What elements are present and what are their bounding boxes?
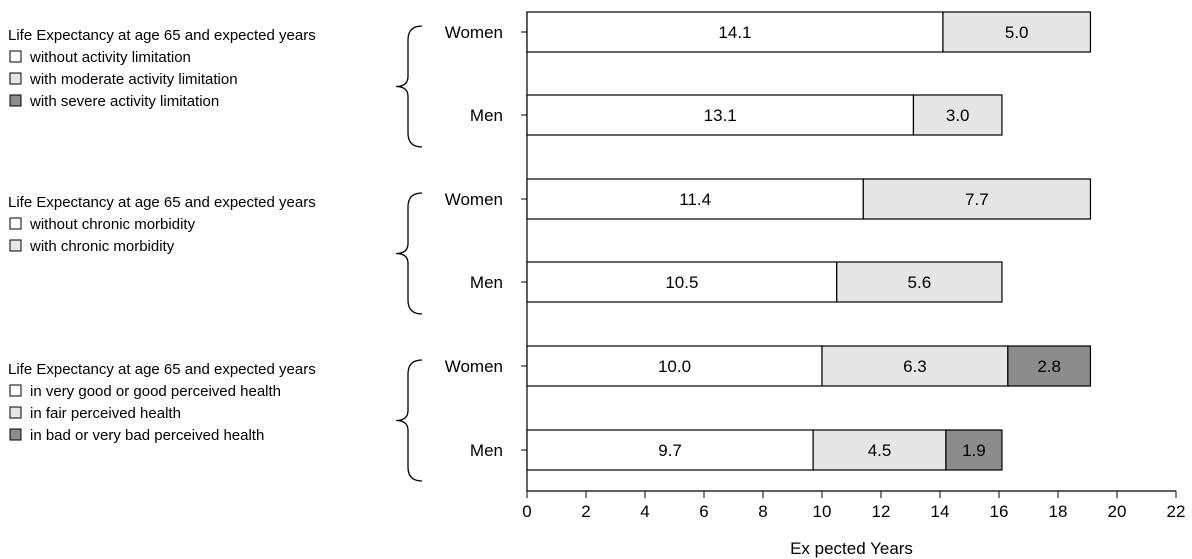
legend-label: with chronic morbidity	[29, 238, 175, 255]
legend-label: in very good or good perceived health	[30, 383, 281, 400]
data-label: 5.0	[1005, 23, 1029, 42]
x-tick-label: 16	[990, 502, 1009, 521]
x-tick-label: 2	[581, 502, 590, 521]
x-tick-label: 6	[699, 502, 708, 521]
data-label: 7.7	[965, 190, 989, 209]
data-label: 6.3	[903, 357, 927, 376]
bar-segment	[945, 429, 1003, 471]
legend-swatch	[9, 384, 22, 397]
legend-title: Life Expectancy at age 65 and expected y…	[8, 361, 316, 378]
bar-segment	[836, 261, 1003, 303]
x-axis-title: Ex pected Years	[790, 539, 913, 558]
data-label: 9.7	[658, 441, 682, 460]
legend-label: without chronic morbidity	[29, 216, 196, 233]
bar-segment	[912, 94, 1003, 136]
x-tick-label: 12	[872, 502, 891, 521]
x-tick-label: 22	[1167, 502, 1186, 521]
data-label: 13.1	[704, 106, 737, 125]
data-label: 4.5	[868, 441, 892, 460]
category-label: Women	[445, 190, 503, 209]
category-label: Men	[470, 106, 503, 125]
data-label: 11.4	[679, 190, 711, 209]
legend-swatch	[9, 406, 22, 419]
legend-label: with severe activity limitation	[29, 93, 219, 110]
legend-swatch	[9, 72, 22, 85]
bar-segment	[526, 261, 838, 303]
x-tick-label: 8	[758, 502, 767, 521]
bar-segment	[862, 178, 1092, 220]
x-tick-label: 0	[522, 502, 531, 521]
data-label: 1.9	[962, 441, 986, 460]
bar-segment	[526, 11, 944, 53]
x-tick-label: 14	[931, 502, 950, 521]
brace	[395, 192, 423, 315]
category-label: Women	[445, 23, 503, 42]
legend-swatch	[9, 217, 22, 230]
data-label: 3.0	[946, 106, 970, 125]
x-tick-label: 20	[1108, 502, 1127, 521]
x-tick-label: 18	[1049, 502, 1068, 521]
category-label: Men	[470, 273, 503, 292]
legend-swatch	[9, 428, 22, 441]
x-tick-label: 4	[640, 502, 649, 521]
legend-swatch	[9, 50, 22, 63]
bar-segment	[526, 178, 864, 220]
legend-label: with moderate activity limitation	[29, 71, 238, 88]
bar-segment	[1007, 345, 1092, 387]
data-label: 5.6	[908, 273, 932, 292]
brace	[395, 25, 423, 148]
legend-title: Life Expectancy at age 65 and expected y…	[8, 27, 316, 44]
legend-label: in bad or very bad perceived health	[30, 427, 264, 444]
x-tick-label: 10	[813, 502, 832, 521]
legend-title: Life Expectancy at age 65 and expected y…	[8, 194, 316, 211]
bar-segment	[526, 429, 814, 471]
legend-label: in fair perceived health	[30, 405, 181, 422]
bar-segment	[812, 429, 947, 471]
legend-label: without activity limitation	[29, 49, 191, 66]
category-label: Women	[445, 357, 503, 376]
bar-segment	[526, 94, 915, 136]
legend-swatch	[9, 239, 22, 252]
brace	[395, 359, 423, 482]
data-label: 2.8	[1037, 357, 1061, 376]
bar-segment	[942, 11, 1092, 53]
bar-segment	[821, 345, 1009, 387]
data-label: 10.0	[658, 357, 691, 376]
bar-segment	[526, 345, 823, 387]
legend-swatch	[9, 94, 22, 107]
data-label: 14.1	[718, 23, 751, 42]
category-label: Men	[470, 441, 503, 460]
data-label: 10.5	[665, 273, 698, 292]
